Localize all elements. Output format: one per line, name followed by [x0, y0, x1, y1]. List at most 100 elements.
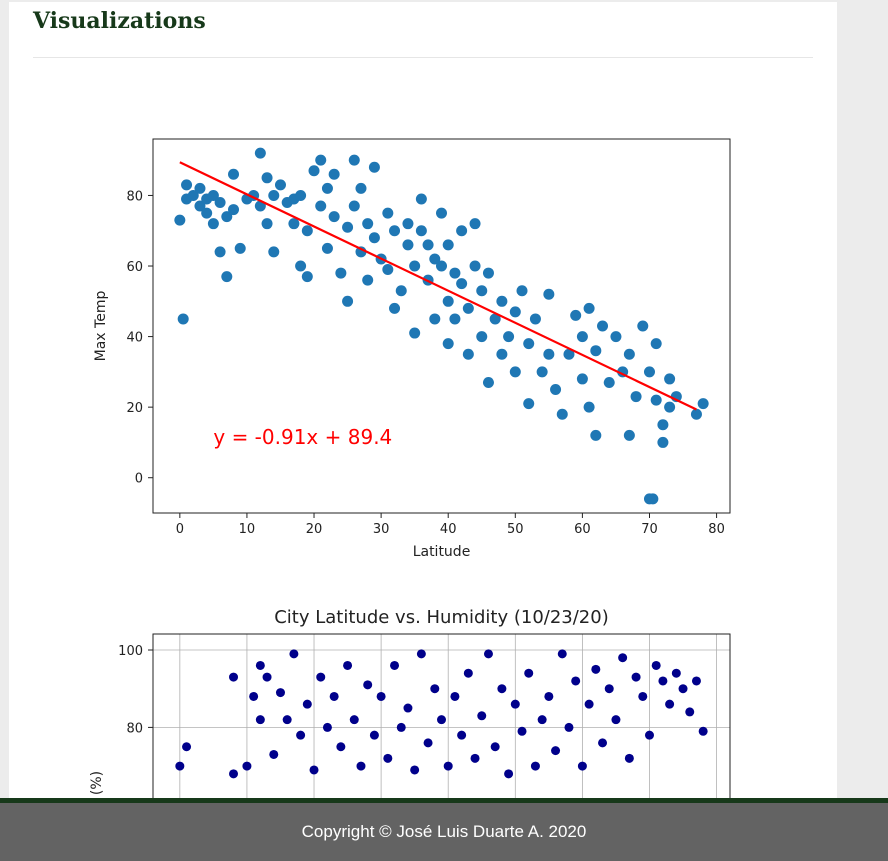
- data-point: [336, 742, 346, 752]
- data-point: [396, 722, 406, 732]
- data-point: [590, 429, 602, 441]
- data-point: [516, 285, 528, 297]
- data-point: [658, 676, 668, 686]
- data-point: [229, 672, 239, 682]
- data-point: [328, 168, 340, 180]
- data-point: [576, 331, 588, 343]
- data-point: [182, 742, 192, 752]
- latitude-vs-max-temp-chart: y = -0.91x + 89.4 0 10 20 30 40 50 60 70 80 0 20 40 6…: [93, 138, 731, 560]
- data-point: [289, 649, 299, 659]
- data-point: [349, 715, 359, 725]
- data-point: [544, 691, 554, 701]
- data-point: [463, 668, 473, 678]
- data-point: [556, 408, 568, 420]
- data-point: [489, 313, 501, 325]
- data-point: [228, 204, 240, 216]
- data-point: [624, 753, 634, 763]
- data-point: [288, 218, 300, 230]
- data-point: [563, 348, 575, 360]
- data-point: [315, 154, 327, 166]
- data-point: [490, 742, 500, 752]
- plot-frame: [152, 138, 731, 514]
- data-point: [456, 225, 468, 237]
- data-point: [362, 218, 374, 230]
- data-point: [482, 267, 494, 279]
- data-point: [637, 320, 649, 332]
- data-point: [623, 348, 635, 360]
- data-point: [242, 761, 252, 771]
- x-tick-label: 10: [239, 522, 256, 537]
- data-point: [234, 242, 246, 254]
- data-point: [496, 348, 508, 360]
- data-point: [483, 649, 493, 659]
- y-tick-label: 80: [126, 189, 143, 204]
- data-point: [462, 348, 474, 360]
- y-tick-label: 60: [126, 260, 143, 275]
- data-point: [416, 649, 426, 659]
- data-point: [543, 288, 555, 300]
- data-point: [228, 168, 240, 180]
- data-point: [437, 715, 446, 725]
- data-point: [214, 246, 226, 258]
- data-point: [194, 182, 206, 194]
- data-point: [409, 327, 421, 339]
- data-point: [671, 668, 681, 678]
- data-point: [309, 765, 319, 775]
- data-point: [610, 331, 622, 343]
- data-point: [577, 761, 587, 771]
- data-point: [282, 715, 292, 725]
- data-point: [543, 348, 555, 360]
- x-tick-label: 30: [373, 522, 390, 537]
- data-point: [643, 366, 655, 378]
- data-point: [410, 765, 420, 775]
- data-point: [462, 302, 474, 314]
- footer: Copyright © José Luis Duarte A. 2020: [0, 803, 888, 861]
- data-point: [302, 699, 312, 709]
- data-point: [296, 730, 306, 740]
- data-point: [269, 749, 279, 759]
- data-point: [650, 394, 662, 406]
- data-point: [342, 295, 354, 307]
- latitude-vs-humidity-chart: City Latitude vs. Humidity (10/23/20) 80 1…: [89, 607, 731, 799]
- data-point: [618, 653, 628, 663]
- data-point: [229, 769, 239, 779]
- data-point: [274, 179, 286, 191]
- data-point: [342, 221, 354, 233]
- data-point: [382, 207, 394, 219]
- data-point: [576, 373, 588, 385]
- data-point: [551, 746, 561, 756]
- data-point: [443, 761, 453, 771]
- data-point: [604, 684, 614, 694]
- data-point: [194, 200, 206, 212]
- data-point: [369, 730, 379, 740]
- data-point: [496, 295, 508, 307]
- data-point: [376, 691, 386, 701]
- data-point: [570, 309, 582, 321]
- data-point: [442, 338, 454, 350]
- data-point: [175, 761, 185, 771]
- data-point: [583, 302, 595, 314]
- data-point: [295, 189, 307, 201]
- data-point: [436, 207, 447, 219]
- data-point: [665, 699, 675, 709]
- copyright-text: Copyright © José Luis Duarte A. 2020: [301, 822, 587, 841]
- data-point: [476, 285, 488, 297]
- data-point: [664, 373, 676, 385]
- data-point: [221, 271, 233, 283]
- x-tick-label: 20: [306, 522, 323, 537]
- data-point: [315, 200, 327, 212]
- data-point: [174, 214, 186, 226]
- data-point: [456, 278, 468, 290]
- data-point: [301, 225, 313, 237]
- regression-line: [179, 161, 697, 411]
- data-point: [301, 271, 313, 283]
- data-point: [597, 320, 609, 332]
- data-point: [664, 401, 676, 413]
- data-point: [403, 703, 413, 713]
- data-point: [524, 668, 534, 678]
- data-point: [697, 398, 709, 410]
- data-point: [469, 218, 481, 230]
- data-point: [187, 189, 199, 201]
- y-tick-label: 80: [126, 721, 143, 736]
- data-point: [557, 649, 567, 659]
